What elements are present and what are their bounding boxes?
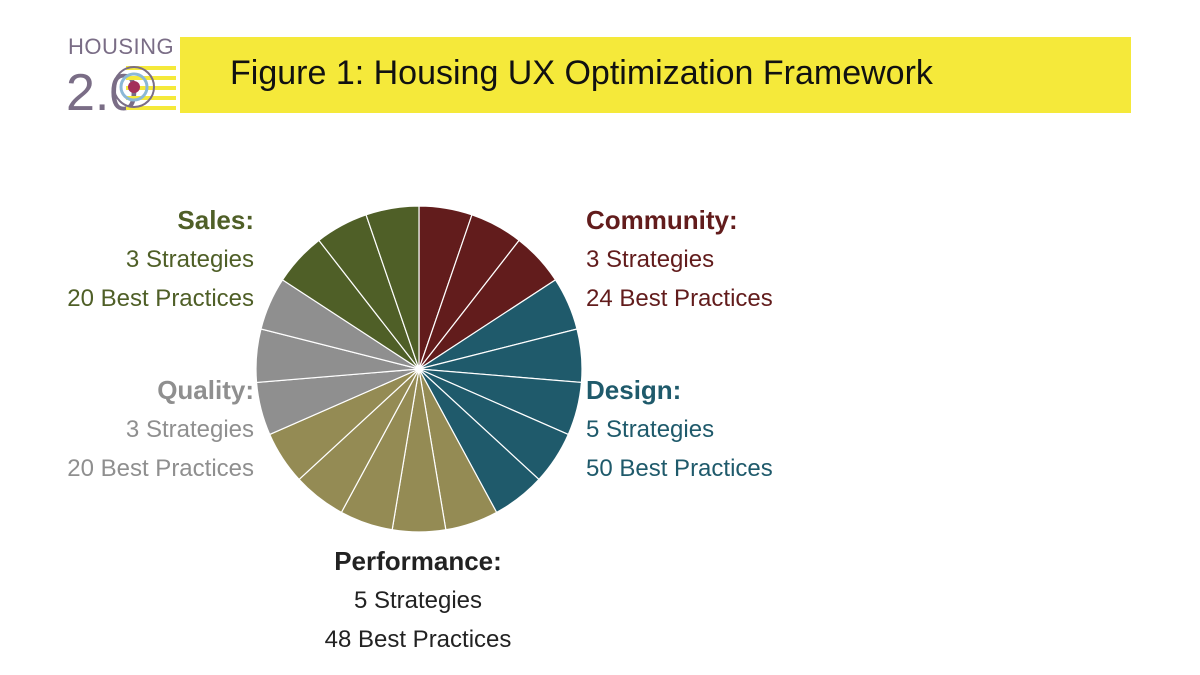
label-quality: Quality: 3 Strategies 20 Best Practices xyxy=(40,371,254,488)
label-design: Design: 5 Strategies 50 Best Practices xyxy=(586,371,846,488)
quality-name: Quality: xyxy=(157,375,254,405)
community-strategies: 3 Strategies xyxy=(586,246,715,273)
logo-word: HOUSING xyxy=(68,34,175,59)
community-name: Community: xyxy=(586,205,738,235)
quality-strategies: 3 Strategies xyxy=(125,416,254,443)
label-sales: Sales: 3 Strategies 20 Best Practices xyxy=(40,201,254,318)
design-strategies: 5 Strategies xyxy=(586,416,715,443)
sales-practices: 20 Best Practices xyxy=(67,285,254,312)
chart-title: Figure 1: Housing UX Optimization Framew… xyxy=(230,54,933,92)
design-name: Design: xyxy=(586,375,682,405)
housing-logo: HOUSING 2.0 xyxy=(64,32,178,116)
performance-practices: 48 Best Practices xyxy=(324,626,512,653)
quality-practices: 20 Best Practices xyxy=(67,455,254,482)
pie-slice-sales-3 xyxy=(365,205,420,370)
label-performance: Performance: 5 Strategies 48 Best Practi… xyxy=(298,542,538,659)
sales-name: Sales: xyxy=(177,205,254,235)
title-bar: Figure 1: Housing UX Optimization Framew… xyxy=(180,37,1131,113)
logo-graphic: 2.0 xyxy=(66,64,176,116)
community-practices: 24 Best Practices xyxy=(586,285,773,312)
label-community: Community: 3 Strategies 24 Best Practice… xyxy=(586,201,846,318)
performance-name: Performance: xyxy=(334,546,502,576)
sales-strategies: 3 Strategies xyxy=(125,246,254,273)
design-practices: 50 Best Practices xyxy=(586,455,773,482)
performance-strategies: 5 Strategies xyxy=(353,587,483,614)
